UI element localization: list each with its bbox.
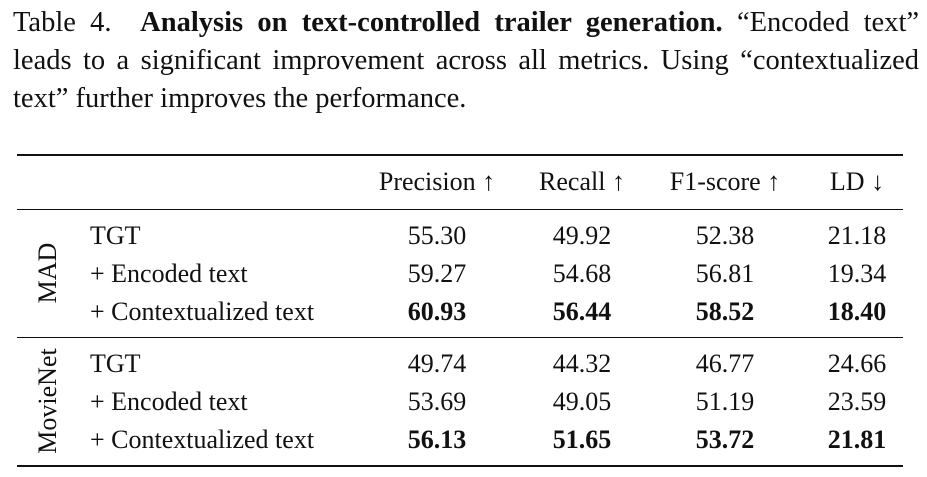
group-rule — [17, 337, 903, 338]
header-recall: Recall ↑ — [539, 167, 625, 196]
table-cell-best: 60.93 — [407, 297, 467, 326]
table-cell-best: 58.52 — [695, 297, 755, 326]
table-cell-best: 56.13 — [407, 425, 467, 454]
table-cell: 49.92 — [552, 221, 612, 250]
caption-label: Table 4. — [13, 7, 112, 38]
caption-title: Analysis on text-controlled trailer gene… — [140, 7, 723, 38]
table-cell: 23.59 — [827, 387, 887, 416]
top-rule — [17, 154, 903, 156]
table-cell: 19.34 — [827, 259, 887, 288]
table-cell-best: 56.44 — [552, 297, 612, 326]
table-cell-best: 53.72 — [695, 425, 755, 454]
header-f1: F1-score ↑ — [669, 167, 781, 196]
table-cell: 49.74 — [407, 349, 467, 378]
table-cell: 49.05 — [552, 387, 612, 416]
table-cell-best: 51.65 — [552, 425, 612, 454]
table-cell: 44.32 — [552, 349, 612, 378]
table-cell: 21.18 — [827, 221, 887, 250]
table-cell-best: 21.81 — [827, 425, 887, 454]
table-cell: 54.68 — [552, 259, 612, 288]
table-cell: 59.27 — [407, 259, 467, 288]
table-cell: 24.66 — [827, 349, 887, 378]
method-name: TGT — [90, 221, 141, 250]
table-cell: 46.77 — [695, 349, 755, 378]
header-precision: Precision ↑ — [378, 167, 496, 196]
header-ld: LD ↓ — [829, 167, 885, 196]
table-cell: 55.30 — [407, 221, 467, 250]
method-name: + Contextualized text — [90, 297, 315, 326]
method-name: TGT — [90, 349, 141, 378]
header-rule — [17, 209, 903, 210]
caption-text: “Encoded text” leads to a significant im… — [13, 7, 920, 114]
table-cell-best: 18.40 — [827, 297, 887, 326]
group-label-mad: MAD — [33, 242, 62, 304]
table-cell: 51.19 — [695, 387, 755, 416]
method-name: + Encoded text — [90, 387, 248, 416]
bottom-rule — [17, 465, 903, 467]
table-cell: 56.81 — [695, 259, 755, 288]
table-cell: 52.38 — [695, 221, 755, 250]
method-name: + Contextualized text — [90, 425, 315, 454]
table-caption: Table 4. Analysis on text-controlled tra… — [13, 4, 919, 118]
table-cell: 53.69 — [407, 387, 467, 416]
method-name: + Encoded text — [90, 259, 248, 288]
group-label-movienet: MovieNet — [33, 348, 62, 454]
